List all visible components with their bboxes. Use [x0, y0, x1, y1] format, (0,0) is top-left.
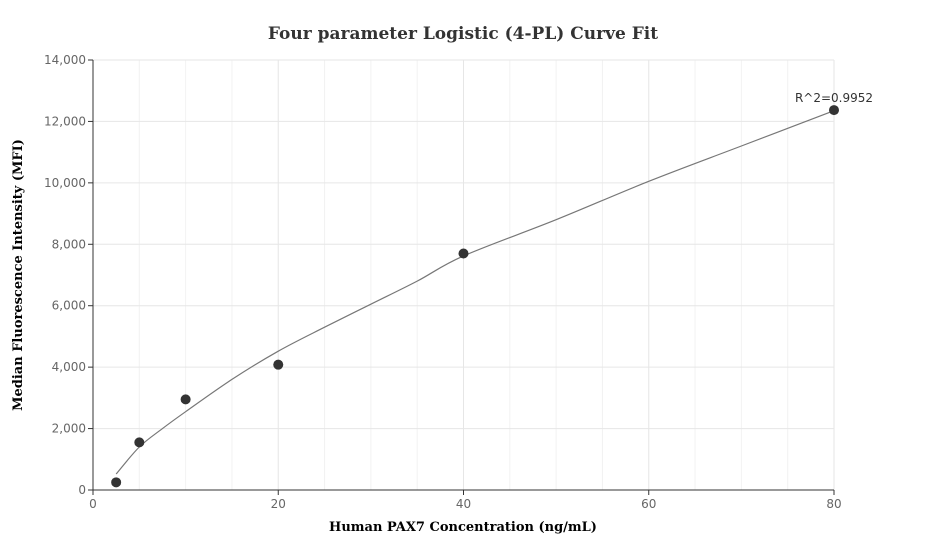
x-tick-label: 20: [271, 497, 286, 511]
y-tick-label: 4,000: [52, 360, 86, 374]
y-tick-label: 2,000: [52, 422, 86, 436]
y-tick-label: 14,000: [44, 53, 86, 67]
data-point[interactable]: [134, 437, 145, 448]
data-point[interactable]: [273, 359, 284, 370]
x-tick-label: 0: [89, 497, 97, 511]
y-tick-label: 0: [78, 483, 86, 497]
y-tick-label: 10,000: [44, 176, 86, 190]
major-grid: [93, 59, 835, 490]
data-point[interactable]: [829, 105, 839, 116]
x-axis-title: Human PAX7 Concentration (ng/mL): [329, 520, 597, 535]
y-axis-title: Median Fluorescence Intensity (MFI): [11, 139, 26, 411]
fit-curve-line: [115, 110, 835, 475]
tick-labels: 0 2,000 4,000 6,000 8,000 10,000 12,000 14,000 0…: [44, 53, 842, 511]
data-points: [111, 105, 839, 488]
data-point[interactable]: [111, 477, 122, 488]
chart-title: Four parameter Logistic (4-PL) Curve Fit: [268, 24, 658, 44]
data-point[interactable]: [458, 248, 469, 259]
x-tick-label: 80: [826, 497, 841, 511]
data-point[interactable]: [180, 394, 191, 405]
r-squared-annotation: R^2=0.9952: [795, 91, 873, 105]
x-tick-label: 40: [456, 497, 471, 511]
y-tick-label: 6,000: [52, 299, 86, 313]
y-tick-label: 8,000: [52, 237, 86, 251]
fit-curve-layer: [115, 110, 835, 475]
x-tick-label: 60: [641, 497, 656, 511]
axes: [88, 59, 835, 495]
minor-grid: [138, 60, 789, 490]
y-tick-label: 12,000: [44, 114, 86, 128]
